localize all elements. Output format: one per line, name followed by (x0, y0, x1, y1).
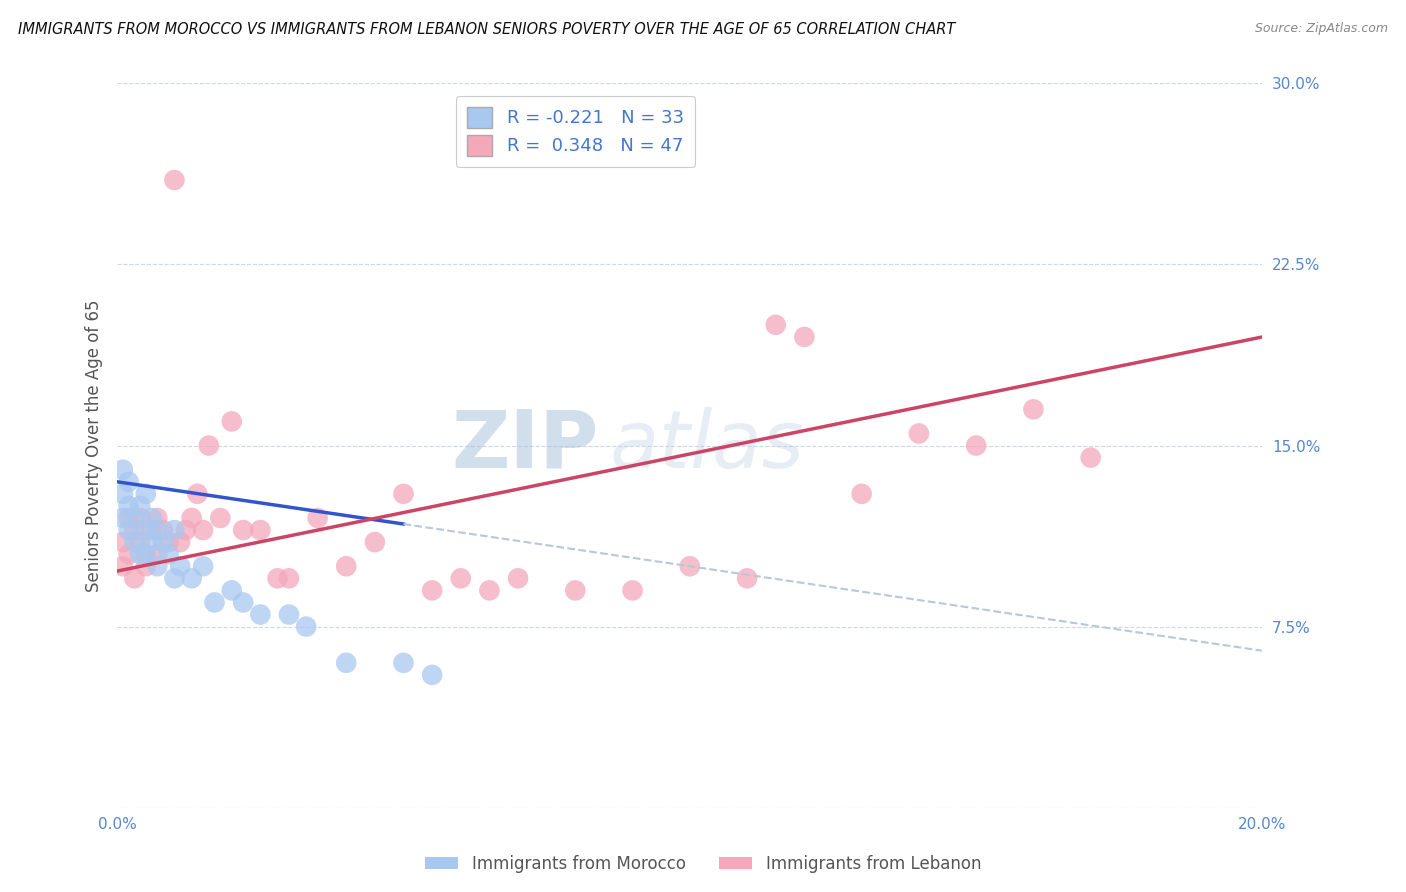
Point (392, 487, 415, 501)
Point (450, 571, 472, 585)
Point (157, 535, 180, 549)
Point (111, 487, 134, 501)
Point (163, 571, 186, 585)
Point (209, 511, 232, 525)
Point (129, 499, 152, 513)
Point (478, 583, 501, 598)
Point (232, 523, 254, 537)
Point (198, 439, 221, 453)
Point (169, 535, 191, 549)
Point (135, 487, 157, 501)
Point (765, 318, 787, 332)
Point (129, 535, 152, 549)
Point (420, 583, 443, 598)
Point (111, 511, 134, 525)
Point (278, 607, 301, 622)
Point (1080, 450, 1102, 465)
Point (564, 583, 586, 598)
Point (124, 511, 146, 525)
Text: ZIP: ZIP (451, 407, 598, 484)
Point (152, 523, 174, 537)
Point (232, 595, 254, 609)
Text: IMMIGRANTS FROM MOROCCO VS IMMIGRANTS FROM LEBANON SENIORS POVERTY OVER THE AGE : IMMIGRANTS FROM MOROCCO VS IMMIGRANTS FR… (18, 22, 956, 37)
Point (129, 511, 152, 525)
Point (111, 463, 134, 477)
Point (191, 523, 214, 537)
Point (335, 559, 357, 574)
Point (117, 523, 139, 537)
Point (141, 535, 163, 549)
Point (180, 511, 202, 525)
Point (146, 523, 169, 537)
Point (117, 499, 139, 513)
Point (135, 559, 157, 574)
Point (221, 414, 243, 428)
Legend: R = -0.221   N = 33, R =  0.348   N = 47: R = -0.221 N = 33, R = 0.348 N = 47 (456, 96, 695, 167)
Point (506, 571, 529, 585)
Point (278, 571, 301, 585)
Point (163, 173, 186, 187)
Point (191, 559, 214, 574)
Point (146, 511, 169, 525)
Point (186, 487, 208, 501)
Point (117, 511, 139, 525)
Point (141, 511, 163, 525)
Point (157, 547, 180, 561)
Point (335, 656, 357, 670)
Point (908, 426, 931, 441)
Point (169, 559, 191, 574)
Point (621, 583, 644, 598)
Point (117, 475, 139, 489)
Point (735, 571, 758, 585)
Point (152, 535, 174, 549)
Point (679, 559, 702, 574)
Text: Source: ZipAtlas.com: Source: ZipAtlas.com (1254, 22, 1388, 36)
Point (117, 547, 139, 561)
Point (146, 547, 169, 561)
Point (1022, 402, 1045, 417)
Point (135, 523, 157, 537)
Point (135, 547, 157, 561)
Point (163, 523, 186, 537)
Point (146, 559, 169, 574)
Point (392, 656, 415, 670)
Point (249, 523, 271, 537)
Point (965, 439, 987, 453)
Point (141, 523, 163, 537)
Point (364, 535, 387, 549)
Point (124, 571, 146, 585)
Point (221, 583, 243, 598)
Point (180, 571, 202, 585)
Point (124, 523, 146, 537)
Point (111, 559, 134, 574)
Point (420, 668, 443, 682)
Point (249, 607, 271, 622)
Point (124, 535, 146, 549)
Text: atlas: atlas (610, 407, 804, 484)
Point (851, 487, 873, 501)
Point (174, 523, 197, 537)
Point (266, 571, 288, 585)
Point (129, 547, 152, 561)
Legend: Immigrants from Morocco, Immigrants from Lebanon: Immigrants from Morocco, Immigrants from… (418, 848, 988, 880)
Point (111, 535, 134, 549)
Point (204, 595, 226, 609)
Point (307, 511, 329, 525)
Point (135, 547, 157, 561)
Y-axis label: Seniors Poverty Over the Age of 65: Seniors Poverty Over the Age of 65 (86, 300, 103, 591)
Point (295, 619, 318, 633)
Point (793, 330, 815, 344)
